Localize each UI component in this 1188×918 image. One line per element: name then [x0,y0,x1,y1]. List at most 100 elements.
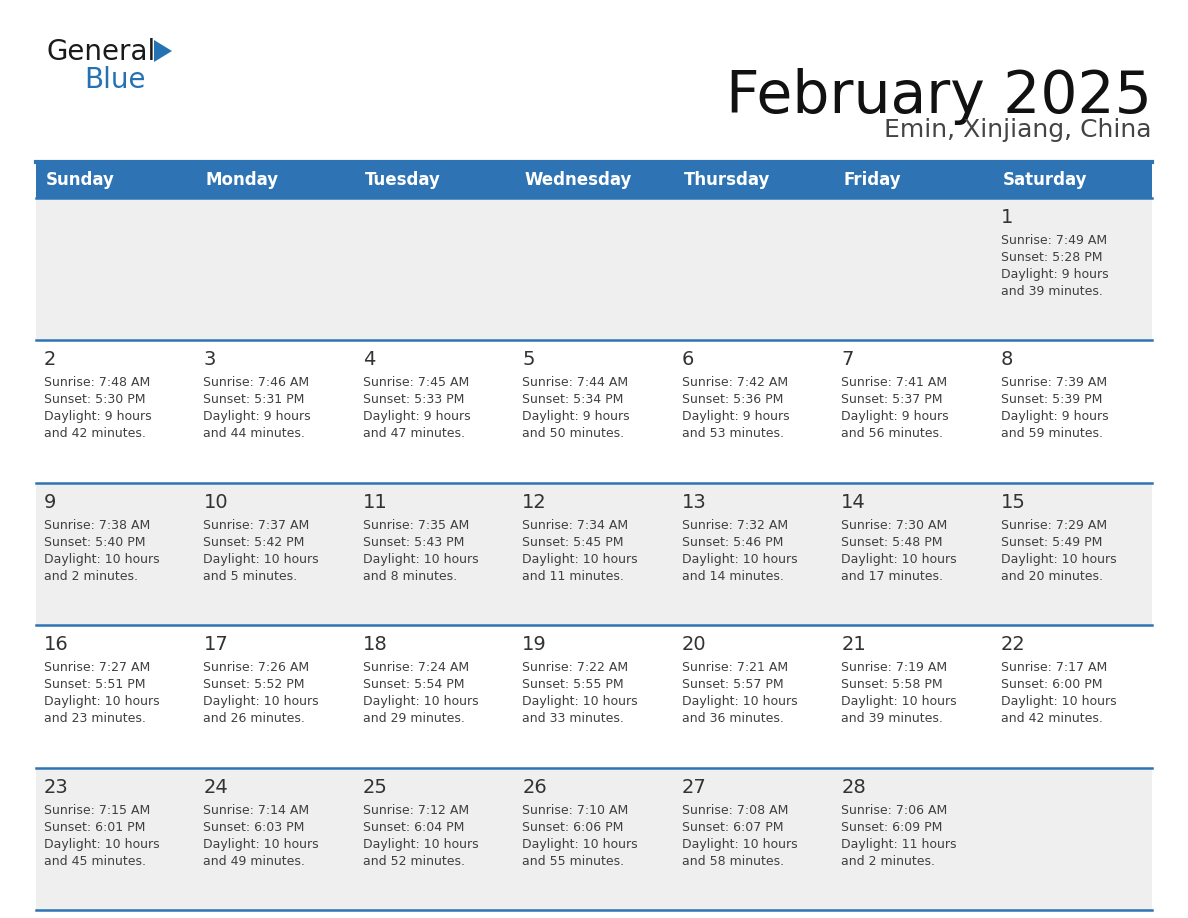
Text: Daylight: 10 hours: Daylight: 10 hours [682,695,797,708]
Text: Sunrise: 7:44 AM: Sunrise: 7:44 AM [523,376,628,389]
Text: 3: 3 [203,351,216,369]
Text: Sunrise: 7:39 AM: Sunrise: 7:39 AM [1000,376,1107,389]
Text: Daylight: 10 hours: Daylight: 10 hours [523,695,638,708]
Text: Daylight: 10 hours: Daylight: 10 hours [841,695,956,708]
Text: Sunset: 5:55 PM: Sunset: 5:55 PM [523,678,624,691]
Text: and 50 minutes.: and 50 minutes. [523,428,625,441]
Text: Daylight: 10 hours: Daylight: 10 hours [1000,553,1117,565]
Text: and 2 minutes.: and 2 minutes. [44,570,138,583]
Text: 24: 24 [203,778,228,797]
Text: Daylight: 9 hours: Daylight: 9 hours [44,410,152,423]
Bar [36,625,1152,767]
Bar [36,483,1152,625]
Text: Blue: Blue [84,66,145,94]
Text: and 11 minutes.: and 11 minutes. [523,570,624,583]
Text: and 59 minutes.: and 59 minutes. [1000,428,1102,441]
Text: Friday: Friday [843,171,901,189]
Text: Sunrise: 7:48 AM: Sunrise: 7:48 AM [44,376,150,389]
Text: and 23 minutes.: and 23 minutes. [44,712,146,725]
Text: and 29 minutes.: and 29 minutes. [362,712,465,725]
Text: 28: 28 [841,778,866,797]
Text: Sunset: 5:31 PM: Sunset: 5:31 PM [203,394,305,407]
Text: General: General [46,38,156,66]
Text: 22: 22 [1000,635,1025,655]
Text: Sunrise: 7:26 AM: Sunrise: 7:26 AM [203,661,310,674]
Bar [36,341,1152,483]
Text: Sunset: 5:52 PM: Sunset: 5:52 PM [203,678,305,691]
Text: Sunset: 5:36 PM: Sunset: 5:36 PM [682,394,783,407]
Text: Daylight: 9 hours: Daylight: 9 hours [1000,410,1108,423]
Text: Sunset: 5:49 PM: Sunset: 5:49 PM [1000,536,1102,549]
Text: and 39 minutes.: and 39 minutes. [1000,285,1102,298]
Text: and 56 minutes.: and 56 minutes. [841,428,943,441]
Text: 14: 14 [841,493,866,512]
Text: Sunrise: 7:29 AM: Sunrise: 7:29 AM [1000,519,1107,532]
Text: Sunrise: 7:17 AM: Sunrise: 7:17 AM [1000,661,1107,674]
Text: Wednesday: Wednesday [524,171,632,189]
Text: Daylight: 9 hours: Daylight: 9 hours [1000,268,1108,281]
Text: Daylight: 10 hours: Daylight: 10 hours [44,553,159,565]
Text: Tuesday: Tuesday [365,171,441,189]
Text: Daylight: 10 hours: Daylight: 10 hours [523,553,638,565]
Text: Sunrise: 7:37 AM: Sunrise: 7:37 AM [203,519,310,532]
Text: Daylight: 11 hours: Daylight: 11 hours [841,837,956,851]
Text: Daylight: 10 hours: Daylight: 10 hours [362,695,479,708]
Text: Daylight: 10 hours: Daylight: 10 hours [682,837,797,851]
Text: Sunrise: 7:06 AM: Sunrise: 7:06 AM [841,803,947,817]
Text: Sunset: 6:06 PM: Sunset: 6:06 PM [523,821,624,834]
Text: 8: 8 [1000,351,1013,369]
Text: Daylight: 10 hours: Daylight: 10 hours [362,837,479,851]
Text: Saturday: Saturday [1003,171,1087,189]
Text: and 17 minutes.: and 17 minutes. [841,570,943,583]
Text: Sunrise: 7:35 AM: Sunrise: 7:35 AM [362,519,469,532]
Text: Sunrise: 7:12 AM: Sunrise: 7:12 AM [362,803,469,817]
Text: Sunset: 5:43 PM: Sunset: 5:43 PM [362,536,465,549]
Text: 11: 11 [362,493,387,512]
Text: 17: 17 [203,635,228,655]
Text: and 47 minutes.: and 47 minutes. [362,428,465,441]
Text: 16: 16 [44,635,69,655]
Text: Daylight: 10 hours: Daylight: 10 hours [1000,695,1117,708]
Text: Sunrise: 7:41 AM: Sunrise: 7:41 AM [841,376,947,389]
Text: 26: 26 [523,778,546,797]
Text: Sunset: 6:04 PM: Sunset: 6:04 PM [362,821,465,834]
Polygon shape [154,40,172,62]
Text: 25: 25 [362,778,387,797]
Text: Sunset: 5:40 PM: Sunset: 5:40 PM [44,536,145,549]
Text: Sunrise: 7:27 AM: Sunrise: 7:27 AM [44,661,150,674]
Text: and 2 minutes.: and 2 minutes. [841,855,935,868]
Text: 18: 18 [362,635,387,655]
Text: Sunrise: 7:21 AM: Sunrise: 7:21 AM [682,661,788,674]
Text: and 36 minutes.: and 36 minutes. [682,712,784,725]
Text: Thursday: Thursday [684,171,770,189]
Text: Sunset: 5:42 PM: Sunset: 5:42 PM [203,536,305,549]
Text: and 42 minutes.: and 42 minutes. [44,428,146,441]
Text: Sunset: 5:30 PM: Sunset: 5:30 PM [44,394,145,407]
Text: Sunset: 5:48 PM: Sunset: 5:48 PM [841,536,942,549]
Text: and 55 minutes.: and 55 minutes. [523,855,625,868]
Text: Sunrise: 7:08 AM: Sunrise: 7:08 AM [682,803,788,817]
Text: 21: 21 [841,635,866,655]
Text: and 20 minutes.: and 20 minutes. [1000,570,1102,583]
Text: 12: 12 [523,493,546,512]
Text: Sunset: 5:37 PM: Sunset: 5:37 PM [841,394,942,407]
Text: Sunrise: 7:34 AM: Sunrise: 7:34 AM [523,519,628,532]
Text: Daylight: 9 hours: Daylight: 9 hours [841,410,949,423]
Text: February 2025: February 2025 [726,68,1152,125]
Text: 4: 4 [362,351,375,369]
Text: Daylight: 9 hours: Daylight: 9 hours [682,410,789,423]
Text: Sunrise: 7:14 AM: Sunrise: 7:14 AM [203,803,310,817]
Text: and 39 minutes.: and 39 minutes. [841,712,943,725]
Text: 2: 2 [44,351,56,369]
Text: Sunset: 6:01 PM: Sunset: 6:01 PM [44,821,145,834]
Text: 13: 13 [682,493,707,512]
Text: and 5 minutes.: and 5 minutes. [203,570,297,583]
Text: Sunset: 5:34 PM: Sunset: 5:34 PM [523,394,624,407]
Text: Daylight: 10 hours: Daylight: 10 hours [203,837,320,851]
Text: Sunset: 5:46 PM: Sunset: 5:46 PM [682,536,783,549]
Text: and 52 minutes.: and 52 minutes. [362,855,465,868]
Text: Sunset: 6:03 PM: Sunset: 6:03 PM [203,821,305,834]
Text: 5: 5 [523,351,535,369]
Text: and 44 minutes.: and 44 minutes. [203,428,305,441]
Text: and 26 minutes.: and 26 minutes. [203,712,305,725]
